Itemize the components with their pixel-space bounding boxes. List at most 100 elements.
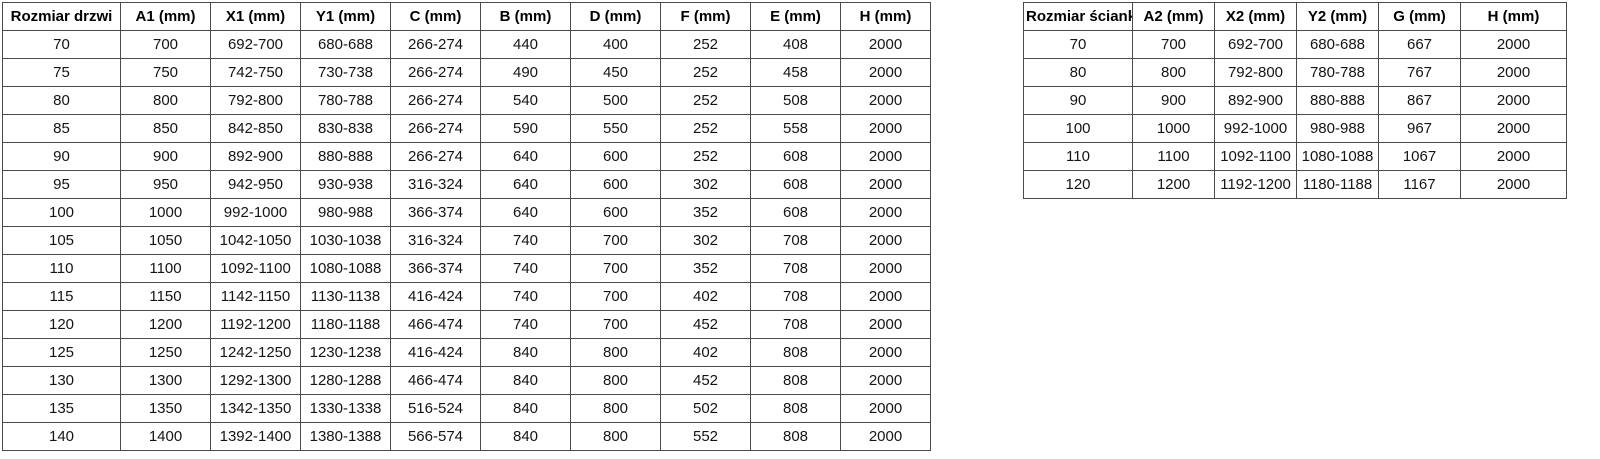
table-cell: 2000 xyxy=(840,86,931,115)
table-row: 80 800 792-800 780-788 767 2000 xyxy=(1023,58,1567,87)
table-cell: 2000 xyxy=(840,282,931,311)
table-cell: 640 xyxy=(480,142,571,171)
table-cell: 452 xyxy=(660,310,751,339)
table-cell: 1230-1238 xyxy=(300,338,391,367)
table-cell: 842-850 xyxy=(210,114,301,143)
table-cell: 800 xyxy=(120,86,211,115)
table-cell: 490 xyxy=(480,58,571,87)
table-cell: 110 xyxy=(2,254,121,283)
table-cell: 70 xyxy=(1023,30,1133,59)
table-cell: 740 xyxy=(480,310,571,339)
table-cell: 1042-1050 xyxy=(210,226,301,255)
table-cell: 2000 xyxy=(1460,170,1567,199)
column-header: F (mm) xyxy=(660,2,751,31)
table-cell: 2000 xyxy=(840,254,931,283)
table-cell: 140 xyxy=(2,422,121,451)
table-cell: 840 xyxy=(480,422,571,451)
table-cell: 792-800 xyxy=(1214,58,1297,87)
table-cell: 2000 xyxy=(840,226,931,255)
table-cell: 1300 xyxy=(120,366,211,395)
table-cell: 1292-1300 xyxy=(210,366,301,395)
table-row: 100 1000 992-1000 980-988 967 2000 xyxy=(1023,114,1567,143)
column-header: A1 (mm) xyxy=(120,2,211,31)
table-cell: 740 xyxy=(480,254,571,283)
table-cell: 502 xyxy=(660,394,751,423)
table-cell: 708 xyxy=(750,254,841,283)
table-cell: 2000 xyxy=(840,30,931,59)
table-cell: 85 xyxy=(2,114,121,143)
table-cell: 608 xyxy=(750,142,841,171)
table-cell: 2000 xyxy=(1460,58,1567,87)
table-row: 140 1400 1392-1400 1380-1388 566-574 840 800 55… xyxy=(2,422,931,451)
table-cell: 2000 xyxy=(840,114,931,143)
table-cell: 115 xyxy=(2,282,121,311)
table-cell: 780-788 xyxy=(300,86,391,115)
table-cell: 252 xyxy=(660,58,751,87)
table-cell: 1150 xyxy=(120,282,211,311)
table-cell: 2000 xyxy=(1460,114,1567,143)
wall-table-header-row: Rozmiar ścianki A2 (mm) X2 (mm) Y2 (mm) G (m… xyxy=(1023,2,1567,31)
table-row: 95 950 942-950 930-938 316-324 640 600 302 608 20… xyxy=(2,170,931,199)
table-cell: 352 xyxy=(660,254,751,283)
column-header: E (mm) xyxy=(750,2,841,31)
table-cell: 800 xyxy=(1132,58,1215,87)
table-row: 70 700 692-700 680-688 266-274 440 400 252 408 20… xyxy=(2,30,931,59)
column-header: Rozmiar ścianki xyxy=(1023,2,1133,31)
table-cell: 90 xyxy=(2,142,121,171)
table-cell: 508 xyxy=(750,86,841,115)
table-cell: 450 xyxy=(570,58,661,87)
table-cell: 252 xyxy=(660,114,751,143)
table-cell: 667 xyxy=(1378,30,1461,59)
table-cell: 1200 xyxy=(120,310,211,339)
table-cell: 830-838 xyxy=(300,114,391,143)
table-cell: 466-474 xyxy=(390,366,481,395)
table-cell: 850 xyxy=(120,114,211,143)
column-header: A2 (mm) xyxy=(1132,2,1215,31)
table-cell: 1167 xyxy=(1378,170,1461,199)
table-row: 120 1200 1192-1200 1180-1188 466-474 740 700 45… xyxy=(2,310,931,339)
table-cell: 1330-1338 xyxy=(300,394,391,423)
table-cell: 120 xyxy=(2,310,121,339)
table-cell: 840 xyxy=(480,338,571,367)
table-cell: 75 xyxy=(2,58,121,87)
table-cell: 640 xyxy=(480,170,571,199)
table-cell: 967 xyxy=(1378,114,1461,143)
table-cell: 900 xyxy=(1132,86,1215,115)
table-cell: 608 xyxy=(750,198,841,227)
table-cell: 550 xyxy=(570,114,661,143)
table-cell: 1100 xyxy=(120,254,211,283)
table-cell: 266-274 xyxy=(390,86,481,115)
table-cell: 2000 xyxy=(840,198,931,227)
table-cell: 452 xyxy=(660,366,751,395)
table-cell: 2000 xyxy=(840,58,931,87)
table-cell: 1280-1288 xyxy=(300,366,391,395)
table-cell: 252 xyxy=(660,30,751,59)
table-cell: 1092-1100 xyxy=(1214,142,1297,171)
column-header: Rozmiar drzwi xyxy=(2,2,121,31)
table-cell: 708 xyxy=(750,310,841,339)
table-cell: 1000 xyxy=(1132,114,1215,143)
table-row: 110 1100 1092-1100 1080-1088 1067 2000 xyxy=(1023,142,1567,171)
column-header: X2 (mm) xyxy=(1214,2,1297,31)
table-row: 90 900 892-900 880-888 266-274 640 600 252 608 20… xyxy=(2,142,931,171)
table-cell: 366-374 xyxy=(390,198,481,227)
table-cell: 2000 xyxy=(1460,142,1567,171)
table-cell: 1067 xyxy=(1378,142,1461,171)
column-header: G (mm) xyxy=(1378,2,1461,31)
table-cell: 408 xyxy=(750,30,841,59)
table-cell: 2000 xyxy=(840,142,931,171)
table-cell: 1380-1388 xyxy=(300,422,391,451)
table-cell: 466-474 xyxy=(390,310,481,339)
column-header: H (mm) xyxy=(1460,2,1567,31)
table-cell: 80 xyxy=(1023,58,1133,87)
table-cell: 80 xyxy=(2,86,121,115)
table-cell: 1200 xyxy=(1132,170,1215,199)
table-cell: 600 xyxy=(570,170,661,199)
table-row: 85 850 842-850 830-838 266-274 590 550 252 558 20… xyxy=(2,114,931,143)
table-cell: 2000 xyxy=(840,394,931,423)
table-cell: 1030-1038 xyxy=(300,226,391,255)
wall-dimensions-table: Rozmiar ścianki A2 (mm) X2 (mm) Y2 (mm) G (m… xyxy=(1023,2,1567,199)
table-cell: 680-688 xyxy=(1296,30,1379,59)
table-cell: 2000 xyxy=(840,422,931,451)
